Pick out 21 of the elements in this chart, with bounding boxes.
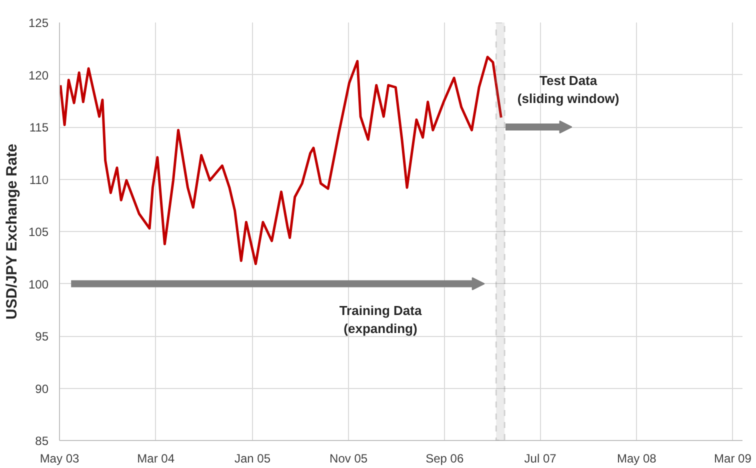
y-tick-label: 110 — [29, 172, 49, 187]
y-tick-label: 120 — [28, 68, 49, 82]
x-tick-label: Mar 09 — [714, 452, 752, 466]
x-tick-label: Mar 04 — [137, 452, 175, 466]
x-tick-label: Jan 05 — [234, 452, 271, 466]
y-tick-label: 105 — [28, 225, 49, 239]
y-tick-label: 125 — [28, 16, 49, 30]
y-tick-label: 95 — [35, 330, 49, 344]
x-tick-label: Nov 05 — [330, 452, 368, 466]
y-tick-label: 115 — [29, 120, 49, 134]
y-tick-label: 85 — [35, 434, 49, 448]
y-tick-label: 90 — [35, 382, 49, 396]
y-tick-label: 100 — [28, 277, 49, 292]
line-series — [60, 56, 502, 266]
x-tick-label: May 08 — [616, 452, 657, 466]
y-axis-title: USD/JPY Exchange Rate — [3, 144, 20, 320]
annotation: Training Data (expanding) — [339, 302, 422, 336]
x-tick-label: May 03 — [40, 452, 80, 466]
x-tick-label: Jul 07 — [524, 452, 557, 466]
x-tick-label: Sep 06 — [426, 452, 464, 466]
annotation: Test Data (sliding window) — [517, 72, 620, 106]
